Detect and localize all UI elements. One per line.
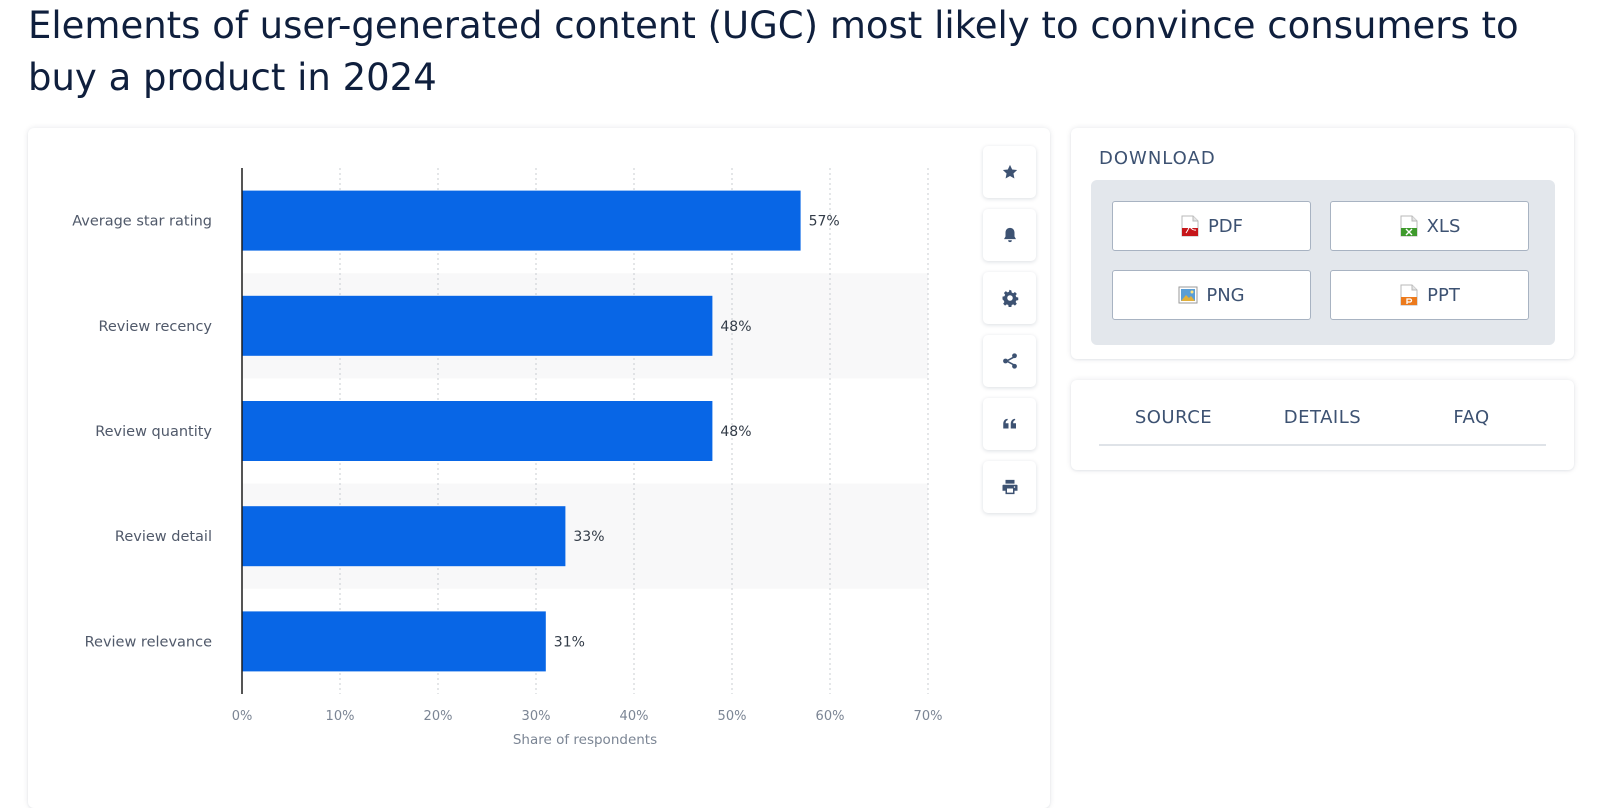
x-tick-label: 10%	[326, 709, 355, 724]
xls-file-icon	[1400, 215, 1418, 237]
x-tick-label: 50%	[718, 709, 747, 724]
download-xls-button[interactable]: XLS	[1330, 201, 1529, 251]
info-tabs-card: SOURCE DETAILS FAQ	[1071, 380, 1574, 470]
download-card: DOWNLOAD PDF XLS PNG PPT	[1071, 128, 1574, 359]
gear-icon	[1002, 289, 1018, 307]
bell-icon	[1003, 227, 1016, 243]
x-tick-label: 40%	[620, 709, 649, 724]
x-tick-label: 20%	[424, 709, 453, 724]
category-label: Review relevance	[85, 634, 212, 650]
bar-value-label: 33%	[573, 529, 604, 545]
chart-card: 0% 10% 20% 30% 40% 50% 60% 70% 57% Average star r…	[28, 128, 1050, 808]
share-icon	[1002, 353, 1017, 369]
chart-toolbar	[983, 146, 1037, 524]
bar-chart: 0% 10% 20% 30% 40% 50% 60% 70% 57% Average star r…	[72, 168, 943, 748]
png-file-icon	[1178, 286, 1198, 304]
settings-button[interactable]	[983, 272, 1036, 324]
print-button[interactable]	[983, 461, 1036, 513]
page-title: Elements of user-generated content (UGC)…	[28, 4, 1519, 99]
download-xls-label: XLS	[1426, 215, 1461, 237]
bar[interactable]	[242, 506, 566, 567]
download-pdf-button[interactable]: PDF	[1112, 201, 1311, 251]
bar[interactable]	[242, 611, 546, 672]
x-axis-title: Share of respondents	[513, 732, 657, 748]
tab-source[interactable]: SOURCE	[1134, 407, 1213, 428]
download-pdf-label: PDF	[1207, 215, 1244, 237]
download-ppt-label: PPT	[1427, 284, 1460, 306]
bar-value-label: 48%	[720, 319, 751, 335]
ppt-file-icon	[1400, 284, 1418, 306]
bar[interactable]	[242, 190, 801, 251]
x-tick-label: 60%	[816, 709, 845, 724]
favorite-button[interactable]	[983, 146, 1036, 198]
x-tick-label: 0%	[232, 709, 253, 724]
quote-icon	[1002, 418, 1016, 429]
download-options: PDF XLS PNG PPT	[1091, 180, 1555, 345]
info-tabs: SOURCE DETAILS FAQ	[1099, 406, 1546, 446]
category-label: Review recency	[98, 319, 212, 335]
bar[interactable]	[242, 295, 713, 356]
download-png-label: PNG	[1206, 284, 1245, 306]
print-icon	[1002, 479, 1017, 495]
category-label: Review detail	[115, 529, 212, 545]
bar[interactable]	[242, 401, 713, 461]
bar-value-label: 31%	[554, 634, 585, 650]
star-icon	[1002, 164, 1017, 179]
category-label: Average star rating	[72, 214, 212, 230]
category-label: Review quantity	[95, 424, 212, 440]
x-tick-label: 30%	[522, 709, 551, 724]
tab-faq[interactable]: FAQ	[1453, 407, 1490, 428]
cite-button[interactable]	[983, 398, 1036, 450]
pdf-file-icon	[1181, 215, 1199, 237]
download-title: DOWNLOAD	[1099, 148, 1216, 169]
notification-button[interactable]	[983, 209, 1036, 261]
download-ppt-button[interactable]: PPT	[1330, 270, 1529, 320]
share-button[interactable]	[983, 335, 1036, 387]
download-png-button[interactable]: PNG	[1112, 270, 1311, 320]
bar-value-label: 57%	[809, 214, 840, 230]
bar-value-label: 48%	[720, 424, 751, 440]
x-tick-label: 70%	[914, 709, 943, 724]
tab-details[interactable]: DETAILS	[1283, 407, 1362, 428]
